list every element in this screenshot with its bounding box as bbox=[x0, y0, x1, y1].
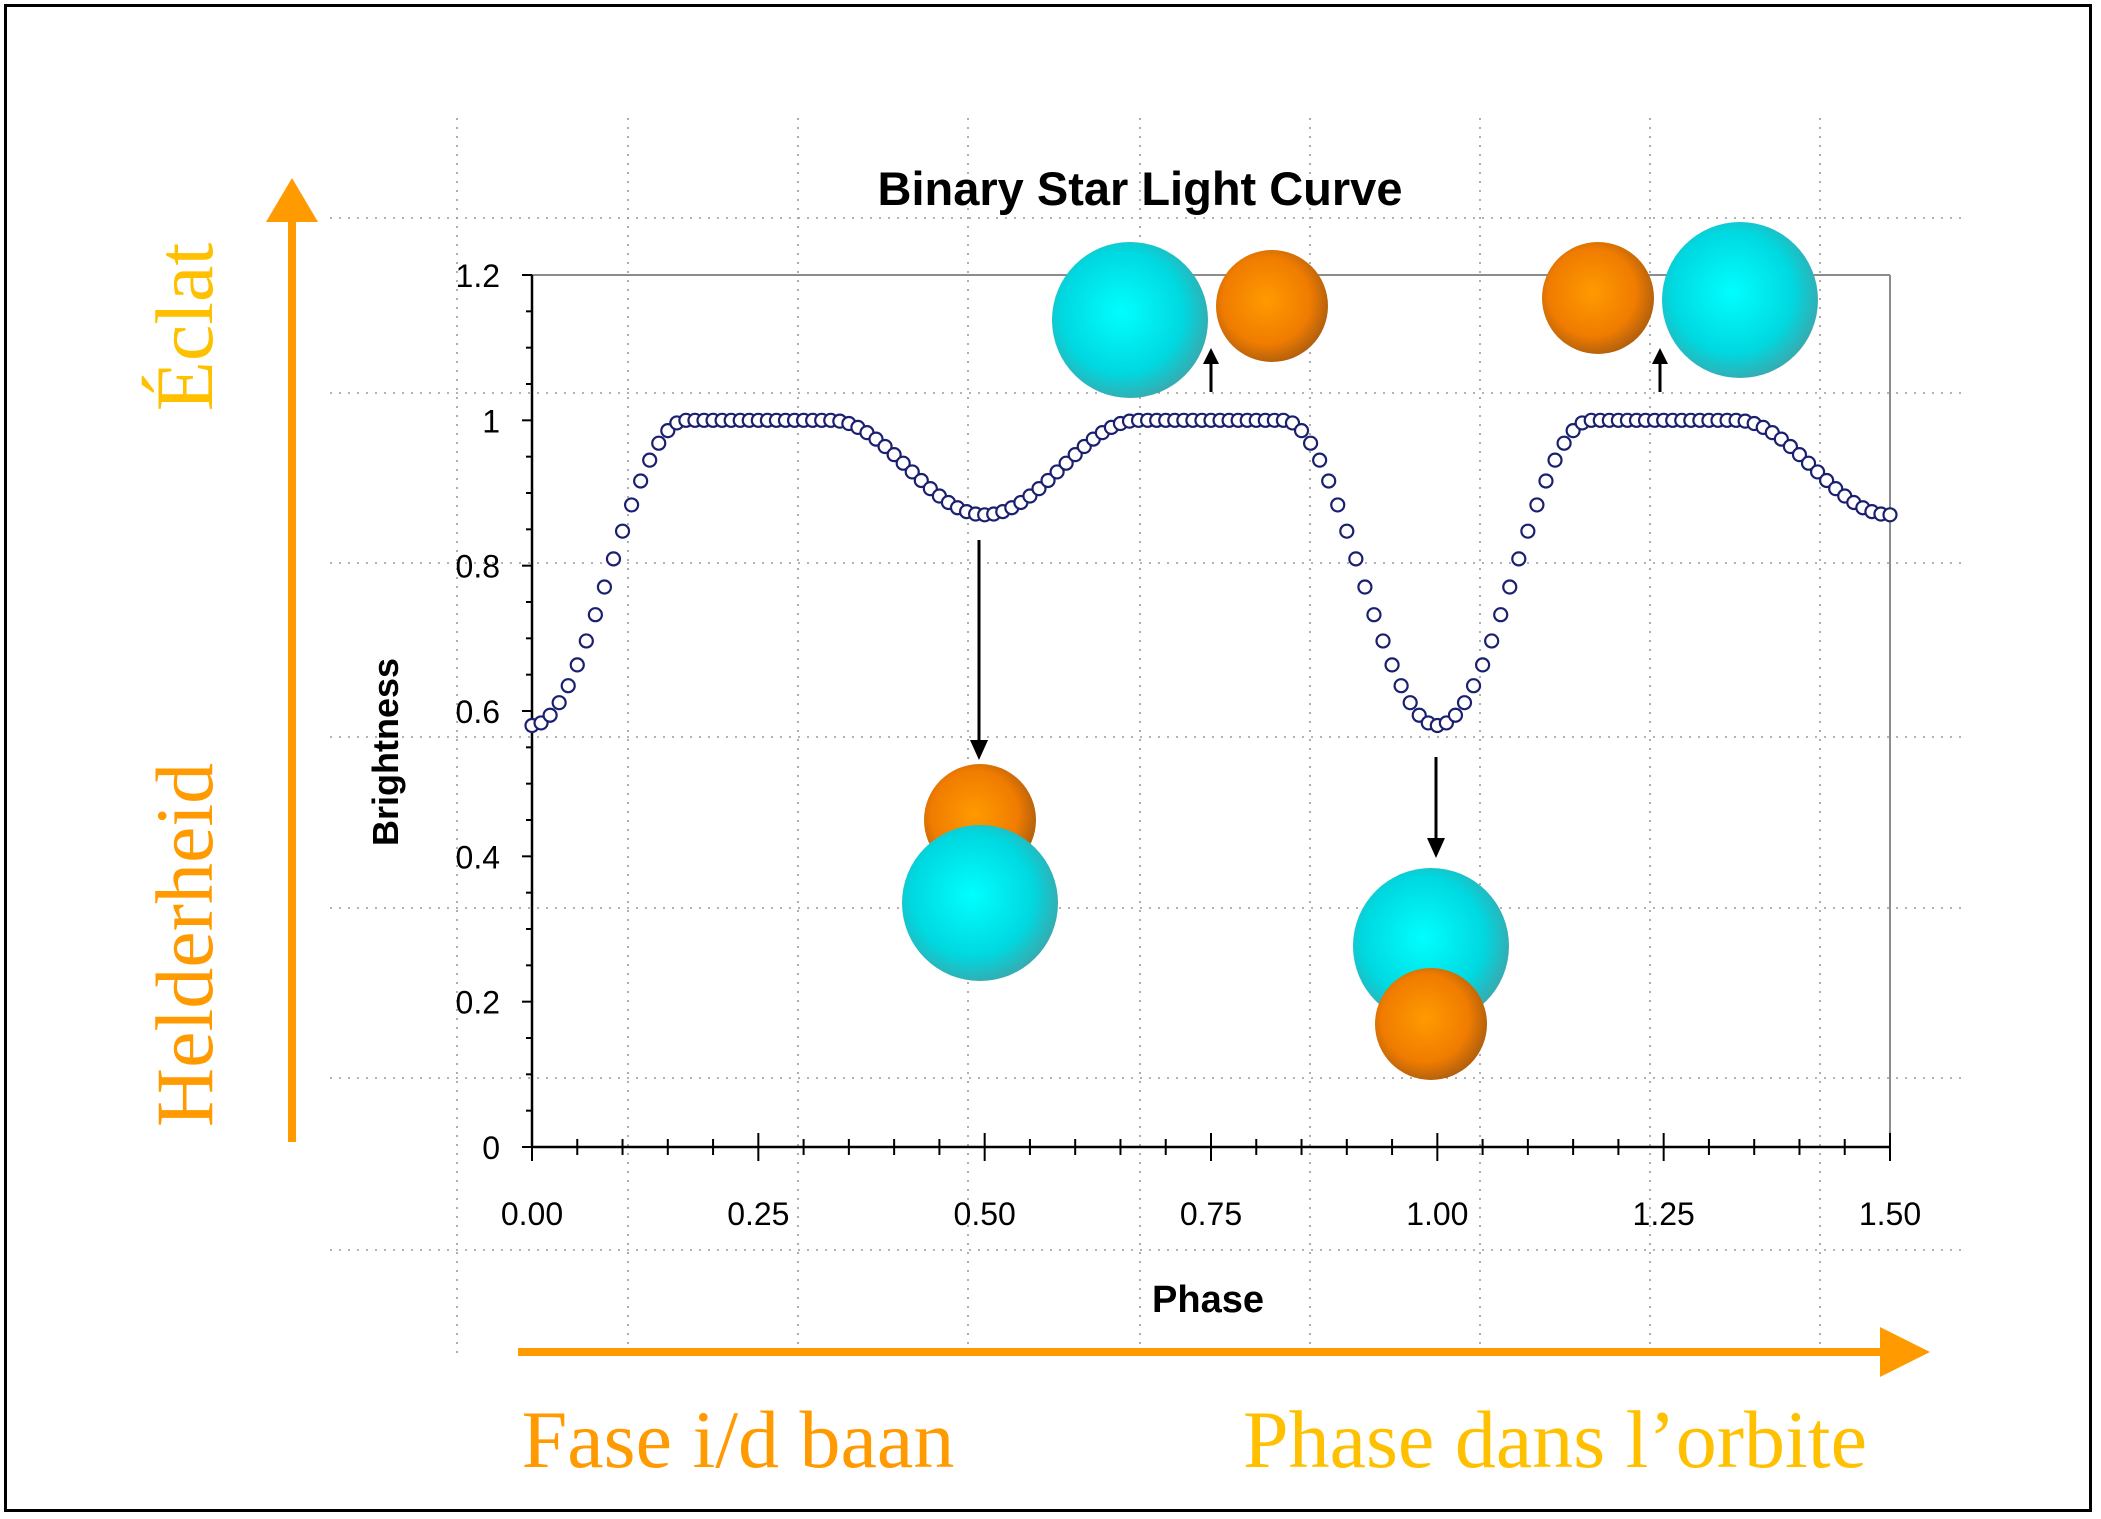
y-tick-labels: 0 0.2 0.4 0.6 0.8 1 1.2 bbox=[456, 258, 500, 1166]
data-point bbox=[1312, 452, 1328, 468]
y-tick-label: 0.4 bbox=[456, 839, 500, 875]
data-point bbox=[569, 657, 585, 673]
y-tick-label: 0.8 bbox=[456, 549, 500, 585]
x-axis-label: Phase bbox=[1152, 1279, 1264, 1321]
arrowhead-down-0.50 bbox=[970, 740, 988, 760]
data-point bbox=[1538, 473, 1554, 489]
data-point bbox=[1302, 435, 1319, 451]
x-tick-label: 1.25 bbox=[1633, 1196, 1695, 1232]
data-point bbox=[542, 707, 558, 723]
annotation-phase-1.25 bbox=[1542, 222, 1818, 392]
arrowhead-up-1.25 bbox=[1652, 348, 1668, 364]
vertical-orange-arrowhead bbox=[266, 178, 318, 222]
data-point bbox=[1321, 473, 1337, 489]
plot-area bbox=[532, 274, 1891, 1147]
light-curve-series bbox=[524, 412, 1898, 734]
y-axis-label: Brightness bbox=[365, 658, 406, 846]
x-tick-label: 0.50 bbox=[954, 1196, 1016, 1232]
data-point bbox=[596, 579, 613, 595]
data-point bbox=[1529, 497, 1545, 513]
y-tick-label: 0.2 bbox=[456, 985, 500, 1021]
data-point bbox=[1293, 423, 1310, 439]
label-fase-id-baan: Fase i/d baan bbox=[522, 1394, 955, 1485]
small-star-front bbox=[1375, 968, 1487, 1080]
label-eclat: Éclat bbox=[139, 243, 230, 412]
horizontal-orange-arrowhead bbox=[1880, 1327, 1930, 1377]
data-point bbox=[1339, 523, 1355, 539]
data-point bbox=[1474, 657, 1491, 673]
data-point bbox=[1393, 678, 1409, 694]
arrowhead-up-0.75 bbox=[1203, 348, 1219, 364]
annotation-phase-0.75 bbox=[1052, 242, 1328, 398]
data-point bbox=[1520, 523, 1536, 539]
y-tick-label: 1 bbox=[482, 403, 500, 439]
data-point bbox=[1493, 607, 1509, 623]
data-point bbox=[895, 455, 911, 471]
slide-frame bbox=[4, 4, 2092, 1512]
data-point bbox=[1384, 657, 1400, 673]
data-point bbox=[1800, 455, 1817, 471]
data-point bbox=[904, 464, 920, 480]
arrowhead-down-1.00 bbox=[1427, 838, 1445, 858]
large-star-right bbox=[1662, 222, 1818, 378]
data-point bbox=[1502, 579, 1518, 595]
data-point bbox=[1882, 507, 1898, 523]
x-tick-label: 0.75 bbox=[1180, 1196, 1242, 1232]
data-point bbox=[1049, 464, 1065, 480]
small-star-right bbox=[1216, 250, 1328, 362]
overlay-arrows bbox=[266, 178, 1930, 1377]
x-tick-label: 0.00 bbox=[501, 1196, 563, 1232]
data-point bbox=[886, 447, 902, 463]
data-point bbox=[1791, 447, 1808, 463]
data-point bbox=[1357, 579, 1373, 595]
data-point bbox=[1556, 435, 1572, 451]
data-point bbox=[560, 678, 576, 694]
large-star-left bbox=[1052, 242, 1208, 398]
data-point bbox=[1484, 633, 1500, 649]
axes bbox=[522, 274, 1891, 1161]
data-point bbox=[642, 452, 658, 468]
data-point bbox=[1058, 455, 1074, 471]
annotation-phase-0.50 bbox=[902, 540, 1058, 981]
data-point bbox=[651, 435, 667, 451]
label-helderheid: Helderheid bbox=[139, 763, 230, 1127]
data-point bbox=[1465, 678, 1482, 694]
data-point bbox=[587, 607, 603, 623]
data-point bbox=[1330, 497, 1346, 513]
annotation-phase-1.00 bbox=[1353, 757, 1509, 1080]
large-star-front bbox=[902, 825, 1058, 981]
data-point bbox=[1348, 551, 1364, 567]
data-point bbox=[1366, 607, 1382, 623]
data-point bbox=[551, 695, 567, 711]
label-phase-dans-orbite: Phase dans l’orbite bbox=[1243, 1394, 1867, 1485]
data-point bbox=[578, 633, 594, 649]
small-star-left bbox=[1542, 242, 1654, 354]
x-tick-labels: 0.00 0.25 0.50 0.75 1.00 1.25 1.50 bbox=[501, 1196, 1921, 1232]
data-point bbox=[1456, 695, 1473, 711]
data-point bbox=[1375, 633, 1391, 649]
data-point bbox=[605, 551, 622, 567]
y-tick-label: 0.6 bbox=[456, 694, 500, 730]
x-tick-label: 1.00 bbox=[1406, 1196, 1468, 1232]
data-point bbox=[1447, 707, 1464, 723]
y-tick-label: 1.2 bbox=[456, 258, 500, 294]
data-point bbox=[1511, 551, 1527, 567]
data-point bbox=[1547, 452, 1563, 468]
y-tick-label: 0 bbox=[482, 1130, 500, 1166]
data-point bbox=[1402, 695, 1418, 711]
data-point bbox=[623, 497, 640, 513]
data-point bbox=[1809, 464, 1826, 480]
data-point bbox=[633, 473, 649, 489]
x-tick-label: 1.50 bbox=[1859, 1196, 1921, 1232]
data-point bbox=[614, 523, 631, 539]
data-point bbox=[1040, 472, 1056, 489]
x-tick-label: 0.25 bbox=[727, 1196, 789, 1232]
chart-title: Binary Star Light Curve bbox=[878, 162, 1403, 215]
